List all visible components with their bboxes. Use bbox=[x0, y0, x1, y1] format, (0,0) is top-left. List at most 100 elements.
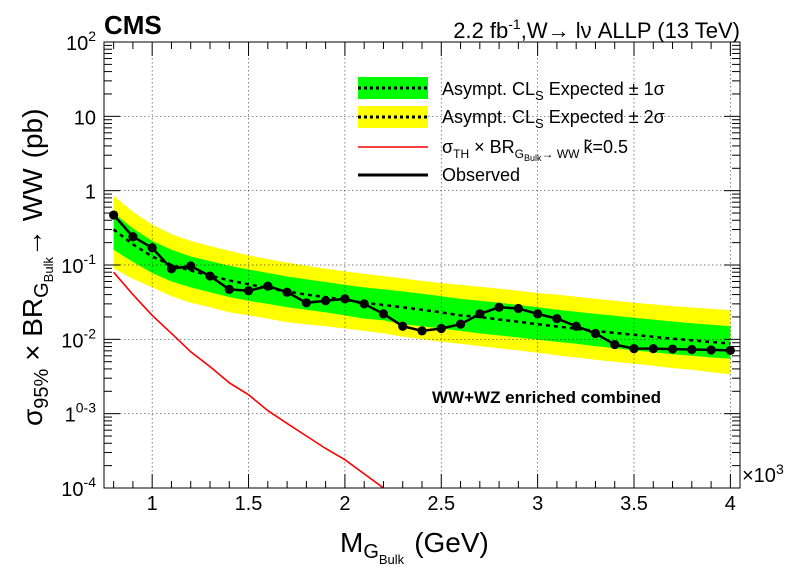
observed-point-19 bbox=[475, 309, 485, 319]
legend-label-2sigma-sub: S bbox=[535, 116, 544, 131]
observed-point-20 bbox=[494, 302, 504, 312]
ticks-layer bbox=[104, 41, 740, 489]
x-label-main: M bbox=[340, 527, 363, 558]
y-tick-label-exp-1: 0-3 bbox=[76, 400, 96, 416]
y-tick-label-exp-3: -1 bbox=[84, 251, 97, 267]
category-annotation: WW+WZ enriched combined bbox=[432, 388, 661, 407]
legend-label-theory-tail: × BR bbox=[469, 137, 515, 157]
y-tick-label-base-1: 1 bbox=[65, 405, 76, 427]
legend-label-2sigma-name: Asympt. CL bbox=[442, 107, 535, 127]
observed-point-17 bbox=[436, 323, 446, 334]
y-tick-label-exp-2: -2 bbox=[84, 325, 97, 341]
legend-label-1sigma: Asympt. CLS Expected ± 1σ bbox=[442, 79, 665, 103]
y-axis-label: σ95% × BRGBulk→ WW (pb) bbox=[17, 109, 56, 426]
legend-label-theory-sub: TH bbox=[453, 147, 469, 161]
legend-swatch-2sigma bbox=[358, 106, 428, 128]
x-tick-labels: 1 1.5 2 2.5 3 3.5 4 bbox=[147, 493, 736, 515]
observed-point-10 bbox=[301, 298, 311, 308]
legend-label-1sigma-tail: Expected ± 1σ bbox=[544, 79, 665, 99]
y-tick-label-exp-0: -4 bbox=[84, 474, 97, 490]
y-label-br-arrow: → WW bbox=[17, 168, 48, 257]
observed-point-15 bbox=[398, 321, 408, 331]
y-label-br-subsub: Bulk bbox=[41, 257, 56, 283]
observed-point-11 bbox=[321, 296, 331, 306]
y-tick-label-base-3: 10 bbox=[61, 256, 83, 278]
legend-label-theory-subsub2: Bulk bbox=[524, 153, 542, 163]
observed-point-29 bbox=[667, 344, 678, 354]
observed-point-12 bbox=[340, 294, 350, 304]
lumi-value: 2.2 fb bbox=[453, 18, 508, 43]
x-tick-label-2: 2 bbox=[339, 493, 350, 515]
observed-point-14 bbox=[378, 309, 389, 319]
observed-point-3 bbox=[166, 264, 177, 274]
y-tick-label-base-0: 10 bbox=[61, 479, 83, 501]
experiment-label: CMS bbox=[104, 10, 162, 40]
x-tick-label-5: 3.5 bbox=[620, 493, 648, 515]
observed-point-0 bbox=[109, 210, 119, 220]
observed-point-30 bbox=[687, 344, 697, 355]
observed-point-25 bbox=[590, 328, 601, 339]
observed-point-7 bbox=[243, 286, 254, 296]
y-label-unit: (pb) bbox=[17, 109, 48, 159]
lumi-unit-exp: -1 bbox=[508, 16, 521, 32]
y-tick-label-3: 10-1 bbox=[61, 251, 96, 278]
legend-label-theory-name: σ bbox=[442, 137, 453, 157]
y-tick-label-4: 1 bbox=[85, 182, 96, 204]
x-axis-label: MGBulk (GeV) bbox=[340, 527, 489, 567]
x-tick-label-4: 3 bbox=[532, 493, 543, 515]
lumi-label: 2.2 fb-1,W→ lν ALLP (13 TeV) bbox=[453, 16, 740, 43]
observed-point-8 bbox=[263, 281, 273, 291]
legend-label-theory-k: k̃=0.5 bbox=[584, 137, 629, 157]
y-tick-label-2: 10-2 bbox=[61, 325, 96, 352]
y-label-sigma-sub: 95% bbox=[31, 368, 53, 408]
legend-label-2sigma-tail: Expected ± 2σ bbox=[544, 107, 665, 127]
y-label-times: × BR bbox=[17, 298, 48, 369]
observed-point-26 bbox=[610, 339, 620, 350]
y-tick-label-5: 10 bbox=[74, 107, 96, 129]
observed-point-16 bbox=[417, 326, 427, 336]
y-label-br-sub: G bbox=[31, 282, 53, 298]
observed-point-5 bbox=[205, 271, 215, 281]
y-tick-label-6: 102 bbox=[66, 28, 96, 55]
y-tick-label-1: 10-3 bbox=[65, 400, 97, 427]
legend-label-1sigma-sub: S bbox=[535, 88, 544, 103]
x-tick-label-1: 1.5 bbox=[235, 493, 263, 515]
y-tick-label-0: 10-4 bbox=[61, 474, 96, 501]
x-tick-label-0: 1 bbox=[147, 493, 158, 515]
observed-point-4 bbox=[186, 261, 196, 271]
y-tick-label-base-6: 10 bbox=[66, 33, 88, 55]
observed-point-21 bbox=[513, 303, 523, 314]
observed-point-28 bbox=[648, 344, 658, 354]
plot-area bbox=[103, 41, 741, 489]
legend: Asympt. CLS Expected ± 1σ Asympt. CLS Ex… bbox=[358, 77, 665, 185]
y-tick-label-base-4: 1 bbox=[85, 182, 96, 204]
legend-label-observed: Observed bbox=[442, 165, 520, 185]
legend-label-theory-sub2: G bbox=[515, 147, 524, 161]
y-tick-label-base-5: 10 bbox=[74, 107, 96, 129]
observed-point-6 bbox=[224, 284, 234, 294]
observed-point-23 bbox=[552, 314, 562, 324]
x-tick-label-3: 2.5 bbox=[427, 493, 455, 515]
channel-label: ,W→ lν ALLP (13 TeV) bbox=[521, 18, 740, 43]
x-multiplier-exp: 3 bbox=[776, 461, 784, 477]
y-tick-label-exp-6: 2 bbox=[88, 28, 96, 44]
observed-point-24 bbox=[571, 321, 581, 331]
y-tick-label-base-2: 10 bbox=[61, 330, 83, 352]
legend-label-theory-tail2: → WW bbox=[542, 147, 581, 161]
observed-point-32 bbox=[725, 345, 735, 355]
theory-line bbox=[112, 271, 384, 489]
x-label-sub: G bbox=[363, 541, 379, 563]
observed-point-31 bbox=[706, 345, 716, 355]
legend-label-theory: σTH × BRGBulk→ WW k̃=0.5 bbox=[442, 137, 628, 163]
x-tick-label-6: 4 bbox=[725, 493, 736, 515]
observed-point-2 bbox=[147, 243, 157, 253]
x-label-unit: (GeV) bbox=[414, 527, 489, 558]
observed-point-18 bbox=[455, 319, 466, 329]
x-multiplier-base: ×10 bbox=[742, 465, 776, 487]
legend-label-1sigma-name: Asympt. CL bbox=[442, 79, 535, 99]
observed-point-9 bbox=[282, 287, 292, 297]
legend-label-2sigma: Asympt. CLS Expected ± 2σ bbox=[442, 107, 665, 131]
expected-line bbox=[112, 228, 731, 345]
